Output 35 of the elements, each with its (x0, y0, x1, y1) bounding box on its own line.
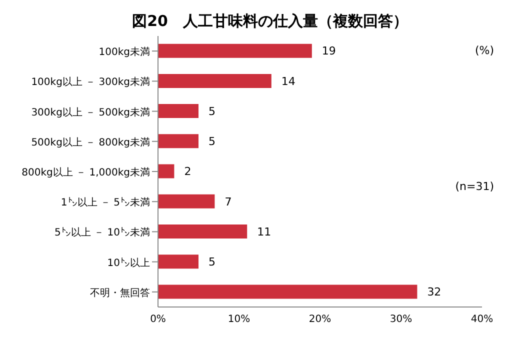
bar (158, 164, 174, 178)
data-label: 5 (208, 135, 216, 148)
data-label: 7 (224, 195, 232, 208)
y-tick-label: 500kg以上 － 800kg未満 (31, 136, 150, 148)
x-tick-label: 30% (390, 314, 412, 326)
bar (158, 44, 312, 58)
bar (158, 104, 198, 118)
bar (158, 254, 198, 269)
x-tick-label: 10% (228, 314, 250, 326)
x-tick-label: 20% (308, 314, 332, 326)
annotation: (%) (474, 44, 494, 57)
bar (158, 74, 272, 88)
y-tick-label: 100kg以上 － 300kg未満 (31, 76, 150, 88)
chart-title: 図20 人工甘味料の仕入量（複数回答） (131, 11, 409, 32)
y-tick-label: 10㌧以上 (107, 256, 150, 269)
data-label: 32 (427, 286, 442, 299)
data-label: 14 (281, 74, 296, 88)
y-tick-label: 不明・無回答 (90, 286, 150, 299)
y-tick-label: 5㌧以上 － 10㌧未満 (54, 226, 150, 239)
data-label: 2 (184, 165, 192, 178)
x-tick-label: 40% (470, 314, 494, 326)
data-label: 5 (208, 104, 216, 118)
y-tick-label: 300kg以上 － 500kg未満 (31, 106, 150, 118)
y-tick-label: 100kg未満 (98, 46, 150, 58)
bar (158, 284, 418, 299)
annotation: (n=31) (455, 180, 494, 193)
bar (158, 224, 248, 238)
data-label: 11 (257, 225, 272, 238)
y-tick-label: 1㌧以上 － 5㌧未満 (60, 196, 150, 209)
x-tick-label: 0% (150, 314, 166, 326)
bar (158, 194, 215, 208)
bar (158, 134, 198, 148)
data-label: 19 (322, 44, 336, 58)
data-label: 5 (208, 256, 216, 269)
y-tick-label: 800kg以上 － 1,000kg未満 (22, 166, 150, 178)
